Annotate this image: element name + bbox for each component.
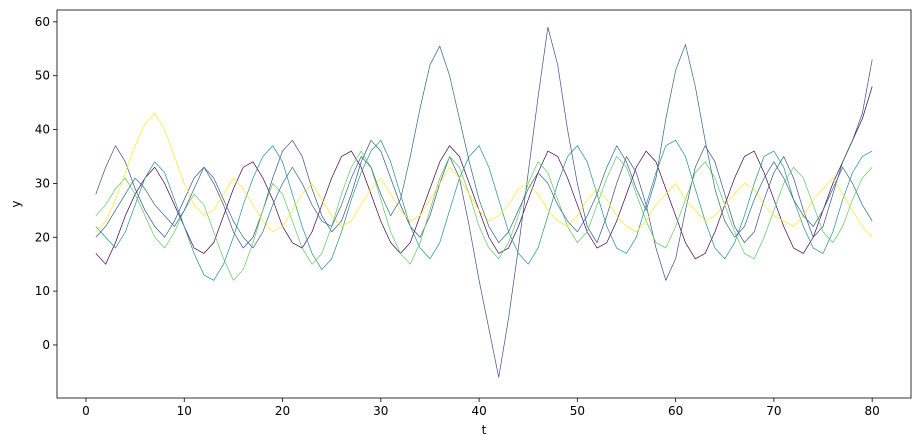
y-tick-label: 20 (35, 230, 50, 244)
x-tick-label: 70 (766, 404, 781, 418)
y-axis-label: y (9, 200, 23, 207)
data-line (95, 150, 873, 281)
x-tick-label: 0 (82, 404, 90, 418)
x-tick-label: 10 (177, 404, 192, 418)
y-tick-label: 0 (42, 338, 50, 352)
y-tick-label: 60 (35, 15, 50, 29)
data-line (95, 26, 873, 378)
x-tick-label: 80 (865, 404, 880, 418)
y-tick-label: 40 (35, 123, 50, 137)
data-line (95, 113, 873, 238)
x-axis-label: t (482, 423, 487, 437)
x-tick-label: 40 (471, 404, 486, 418)
x-tick-label: 30 (373, 404, 388, 418)
y-tick-label: 50 (35, 69, 50, 83)
plot-frame (56, 9, 912, 399)
data-line (95, 139, 873, 281)
x-tick-label: 50 (570, 404, 585, 418)
data-line (95, 86, 873, 265)
data-line (95, 44, 873, 249)
x-tick-label: 20 (275, 404, 290, 418)
y-tick-label: 30 (35, 176, 50, 190)
y-tick-label: 10 (35, 284, 50, 298)
x-tick-label: 60 (668, 404, 683, 418)
